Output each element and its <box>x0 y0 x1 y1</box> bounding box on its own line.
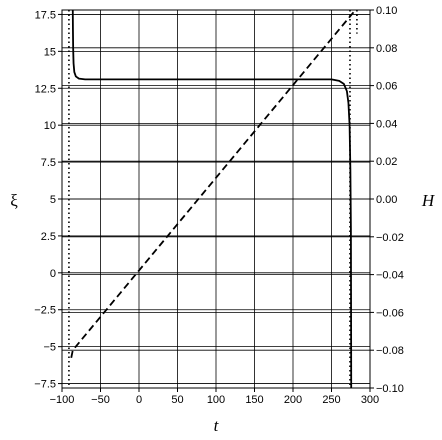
y-right-tick-label: 0.04 <box>376 118 397 130</box>
x-tick-label: −50 <box>91 394 110 406</box>
y-right-tick-label: 0.10 <box>376 5 397 17</box>
x-tick-label: 200 <box>284 394 302 406</box>
grid <box>62 10 370 388</box>
y-left-tick-label: 17.5 <box>35 9 56 21</box>
y-left-tick-label: 15 <box>44 46 56 58</box>
y-right-tick-label: 0.08 <box>376 43 397 55</box>
y-right-tick-label: −0.04 <box>376 270 404 282</box>
y-left-tick-label: 12.5 <box>35 83 56 95</box>
x-tick-label: 50 <box>171 394 183 406</box>
x-tick-label: 150 <box>245 394 263 406</box>
y-left-tick-label: 7.5 <box>41 157 56 169</box>
ticks: −100 −50 0 50 100 150 200 250 300 −7.5 −5 −2.5 0 2.5 5… <box>34 5 404 406</box>
y-left-tick-label: 0 <box>50 268 56 280</box>
y-left-tick-label: −5 <box>43 342 56 354</box>
y-left-tick-label: 2.5 <box>41 231 56 243</box>
y-right-tick-label: −0.02 <box>376 232 404 244</box>
y-left-tick-label: 10 <box>44 120 56 132</box>
y-right-tick-label: −0.10 <box>376 383 404 395</box>
y-right-tick-label: −0.08 <box>376 345 404 357</box>
y-right-tick-label: 0.00 <box>376 194 397 206</box>
y-right-tick-label: −0.06 <box>376 307 404 319</box>
x-tick-label: 300 <box>361 394 379 406</box>
x-tick-label: −100 <box>50 394 75 406</box>
y-left-tick-label: −7.5 <box>34 379 56 391</box>
x-tick-label: 250 <box>322 394 340 406</box>
y-left-tick-label: −2.5 <box>34 305 56 317</box>
y-right-tick-label: 0.02 <box>376 156 397 168</box>
y-right-axis-title: H <box>421 191 436 210</box>
x-tick-label: 100 <box>207 394 225 406</box>
series-line-solid <box>71 10 353 388</box>
x-tick-label: 0 <box>136 394 142 406</box>
y-left-tick-label: 5 <box>50 194 56 206</box>
y-left-axis-title: ξ <box>10 191 18 210</box>
series-line-dashed <box>70 10 357 358</box>
x-axis-title: t <box>214 416 220 435</box>
series <box>68 10 358 388</box>
y-right-tick-label: 0.06 <box>376 81 397 93</box>
